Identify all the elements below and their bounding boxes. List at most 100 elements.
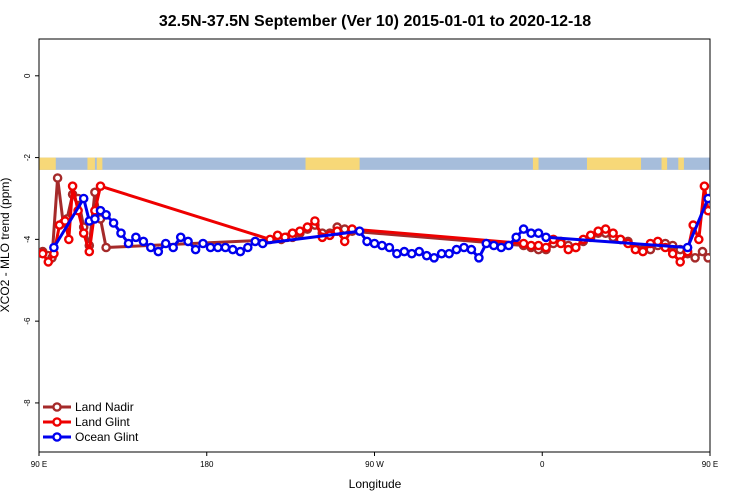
data-point-land-glint — [571, 242, 581, 253]
x-tick-label: 90 W — [365, 460, 384, 469]
data-point-ocean-glint — [533, 228, 544, 238]
data-point-land-nadir — [52, 173, 63, 183]
data-point-land-glint — [67, 181, 78, 191]
data-point-ocean-glint — [436, 248, 447, 259]
data-point-ocean-glint — [198, 238, 208, 249]
land-segment-4 — [532, 157, 539, 170]
data-point-ocean-glint — [116, 228, 126, 238]
data-point-land-glint — [675, 257, 686, 267]
data-point-land-glint — [43, 257, 54, 267]
x-tick-label: 0 — [540, 460, 545, 469]
series-ocean-glint — [49, 193, 710, 263]
data-point-ocean-glint — [123, 238, 134, 249]
data-point-land-glint — [78, 228, 89, 238]
data-point-land-glint — [563, 244, 574, 255]
data-point-ocean-glint — [703, 193, 710, 204]
data-point-land-nadir — [101, 242, 111, 253]
data-point-land-nadir — [703, 253, 710, 263]
data-point-land-glint — [556, 238, 566, 249]
land-sea-strip — [39, 157, 710, 170]
data-point-land-glint — [272, 230, 283, 241]
data-point-ocean-glint — [153, 246, 164, 257]
data-point-land-glint — [310, 216, 320, 226]
data-point-ocean-glint — [682, 242, 693, 253]
data-point-ocean-glint — [235, 246, 246, 257]
x-tick-label: 90 E — [31, 460, 47, 469]
data-point-land-glint — [630, 244, 641, 255]
legend-entry-land-nadir: Land Nadir — [43, 400, 134, 414]
data-point-ocean-glint — [205, 242, 216, 253]
series-layer — [39, 173, 710, 267]
data-point-land-glint — [526, 240, 536, 251]
data-point-land-glint — [608, 228, 618, 238]
x-axis-label: Longitude — [349, 477, 402, 491]
series-land-glint — [39, 181, 710, 267]
data-point-land-glint — [541, 242, 551, 253]
data-point-land-glint — [585, 230, 596, 241]
data-point-ocean-glint — [131, 232, 141, 243]
data-point-land-glint — [64, 234, 74, 245]
ocean-strip — [39, 157, 710, 170]
data-point-land-glint — [39, 248, 48, 259]
data-point-land-glint — [84, 246, 95, 257]
data-point-ocean-glint — [213, 242, 223, 253]
land-segment-7 — [678, 157, 684, 170]
data-point-ocean-glint — [399, 246, 410, 257]
data-point-ocean-glint — [145, 242, 156, 253]
data-point-ocean-glint — [362, 236, 372, 247]
data-point-land-nadir — [697, 246, 708, 257]
land-segment-0 — [39, 157, 56, 170]
data-point-land-glint — [533, 240, 544, 251]
land-segment-2 — [96, 157, 103, 170]
chart-title: 32.5N-37.5N September (Ver 10) 2015-01-0… — [159, 13, 591, 30]
data-point-land-glint — [518, 238, 529, 249]
x-tick-label: 180 — [200, 460, 214, 469]
data-point-ocean-glint — [459, 242, 469, 253]
data-point-ocean-glint — [481, 238, 492, 249]
data-point-land-glint — [295, 226, 305, 236]
data-point-ocean-glint — [354, 226, 365, 236]
data-point-land-glint — [339, 236, 350, 247]
data-point-land-glint — [287, 228, 298, 238]
data-point-ocean-glint — [451, 244, 462, 255]
data-point-land-glint — [667, 248, 678, 259]
data-point-ocean-glint — [190, 244, 201, 255]
data-point-ocean-glint — [138, 236, 149, 247]
legend: Land Nadir Land Glint Ocean Glint — [43, 400, 139, 444]
data-point-land-glint — [302, 222, 313, 232]
data-point-ocean-glint — [90, 214, 100, 224]
data-point-ocean-glint — [392, 248, 402, 259]
data-point-ocean-glint — [406, 248, 417, 259]
series-line-land-glint — [41, 184, 710, 264]
land-segment-1 — [87, 157, 95, 170]
data-point-ocean-glint — [511, 232, 522, 243]
data-point-ocean-glint — [414, 246, 425, 257]
legend-label-ocean-glint: Ocean Glint — [75, 430, 139, 444]
data-point-ocean-glint — [242, 242, 253, 253]
x-tick-label: 90 E — [702, 460, 718, 469]
data-point-land-nadir — [690, 252, 700, 263]
data-point-ocean-glint — [227, 244, 238, 255]
data-point-ocean-glint — [429, 252, 439, 263]
data-point-ocean-glint — [503, 240, 514, 251]
legend-label-land-glint: Land Glint — [75, 415, 130, 429]
legend-entry-land-glint: Land Glint — [43, 415, 130, 429]
data-point-land-glint — [593, 226, 604, 236]
y-tick-label: -2 — [23, 153, 32, 161]
y-tick-label: -4 — [23, 235, 32, 243]
data-point-ocean-glint — [160, 238, 171, 249]
data-point-land-glint — [600, 224, 611, 234]
data-point-land-glint — [699, 181, 710, 191]
data-point-ocean-glint — [49, 242, 59, 253]
data-point-ocean-glint — [108, 218, 119, 228]
legend-label-land-nadir: Land Nadir — [75, 400, 134, 414]
land-segment-5 — [586, 157, 642, 170]
data-point-ocean-glint — [101, 209, 111, 220]
data-point-ocean-glint — [369, 238, 380, 249]
y-axis-label: XCO2 - MLO trend (ppm) — [0, 178, 12, 313]
x-axis-ticks: 90 E 180 90 W 0 90 E — [31, 452, 718, 469]
data-point-ocean-glint — [444, 248, 454, 259]
legend-marker-ocean-glint — [52, 432, 62, 442]
data-point-ocean-glint — [421, 250, 432, 261]
